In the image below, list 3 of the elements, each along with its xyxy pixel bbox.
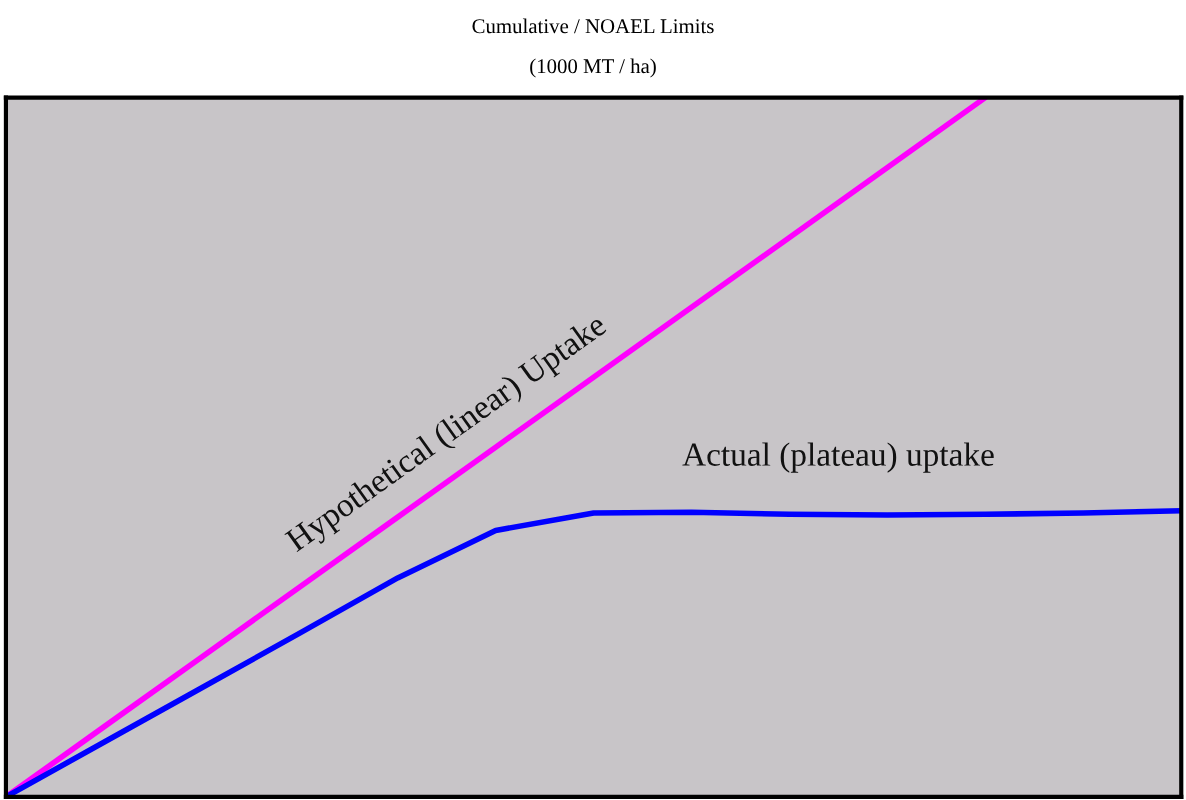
- chart-title: Cumulative / NOAEL Limits: [472, 18, 714, 34]
- chart-subtitle: (1000 MT / ha): [530, 58, 656, 78]
- series-label: Actual (plateau) uptake: [682, 442, 994, 473]
